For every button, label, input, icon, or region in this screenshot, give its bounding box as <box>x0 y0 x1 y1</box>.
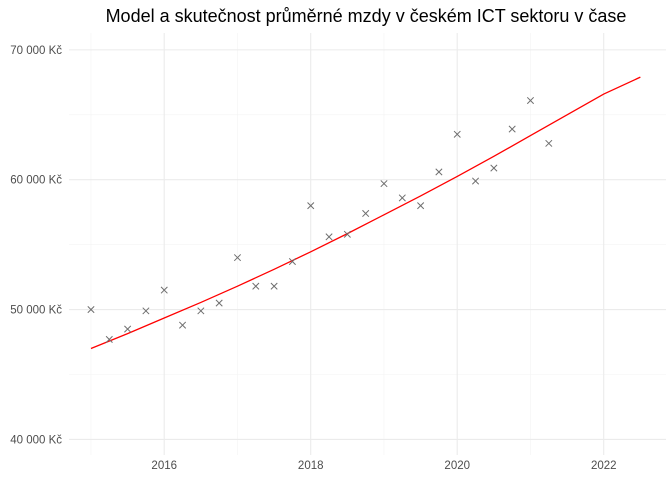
y-tick-label: 70 000 Kč <box>10 45 62 57</box>
actual-points-layer <box>87 96 553 343</box>
y-tick-label: 60 000 Kč <box>10 175 62 187</box>
data-point <box>105 335 113 343</box>
x-tick-label: 2022 <box>591 460 617 472</box>
data-point <box>435 168 443 176</box>
x-axis: 2016 2018 2020 2022 <box>151 460 616 472</box>
data-point <box>490 164 498 172</box>
data-point <box>545 139 553 147</box>
data-point <box>307 202 315 210</box>
y-tick-label: 50 000 Kč <box>10 305 62 317</box>
grid <box>69 33 666 455</box>
data-point <box>288 257 296 266</box>
data-point <box>398 194 406 202</box>
y-tick-label: 40 000 Kč <box>10 434 62 446</box>
data-point <box>362 209 370 218</box>
model-line-layer <box>90 76 641 350</box>
data-point <box>87 306 95 314</box>
data-point <box>233 254 242 262</box>
data-point <box>380 180 388 188</box>
data-point <box>197 307 205 315</box>
x-tick-label: 2018 <box>298 460 324 472</box>
data-point <box>508 125 516 133</box>
x-tick-label: 2020 <box>444 460 470 472</box>
model-line <box>90 76 641 350</box>
data-point <box>142 307 150 315</box>
data-point <box>215 299 223 307</box>
data-point <box>178 321 187 329</box>
data-point <box>526 96 535 105</box>
data-point <box>270 282 278 290</box>
data-point <box>252 282 260 290</box>
data-point <box>453 130 461 138</box>
data-point <box>417 202 425 210</box>
data-point <box>325 233 333 241</box>
data-point <box>471 177 480 185</box>
x-tick-label: 2016 <box>151 460 177 472</box>
data-point <box>343 230 351 238</box>
data-point <box>160 286 168 294</box>
chart-title: Model a skutečnost průměrné mzdy v české… <box>106 6 627 26</box>
data-point <box>124 325 132 333</box>
y-axis: 40 000 Kč 50 000 Kč 60 000 Kč 70 000 Kč <box>10 45 62 447</box>
